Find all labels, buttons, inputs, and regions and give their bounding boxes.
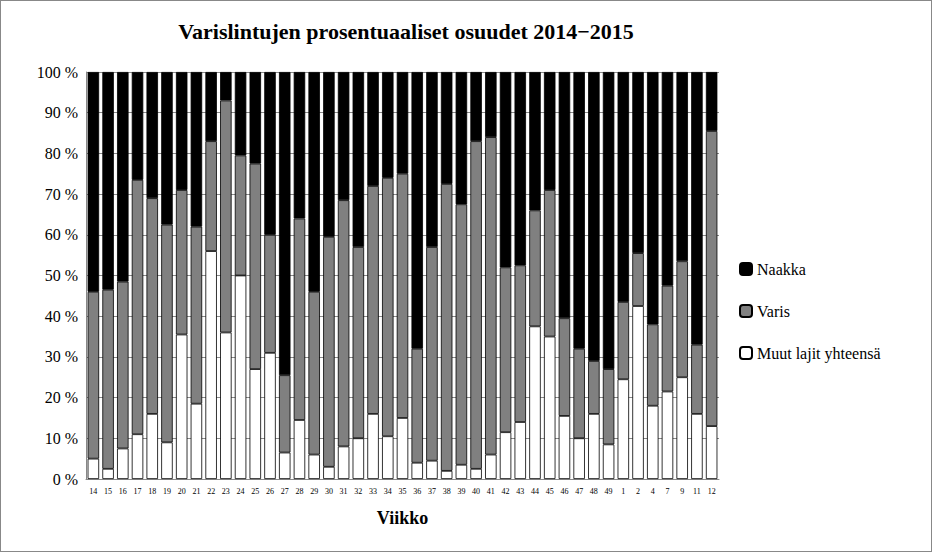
- svg-text:25: 25: [251, 487, 259, 496]
- svg-text:Naakka: Naakka: [757, 261, 806, 278]
- svg-text:49: 49: [605, 487, 613, 496]
- svg-text:80 %: 80 %: [45, 145, 78, 162]
- svg-text:32: 32: [354, 487, 362, 496]
- svg-text:12: 12: [708, 487, 716, 496]
- svg-text:27: 27: [281, 487, 289, 496]
- svg-text:9: 9: [680, 487, 684, 496]
- svg-text:14: 14: [89, 487, 97, 496]
- svg-text:Varis: Varis: [757, 303, 790, 320]
- svg-text:70 %: 70 %: [45, 186, 78, 203]
- svg-text:42: 42: [502, 487, 510, 496]
- svg-text:100 %: 100 %: [37, 64, 78, 81]
- svg-text:18: 18: [148, 487, 156, 496]
- svg-text:10 %: 10 %: [45, 430, 78, 447]
- svg-text:60 %: 60 %: [45, 226, 78, 243]
- svg-text:7: 7: [665, 487, 669, 496]
- svg-text:33: 33: [369, 487, 377, 496]
- svg-text:29: 29: [310, 487, 318, 496]
- svg-text:20: 20: [178, 487, 186, 496]
- svg-text:36: 36: [413, 487, 421, 496]
- svg-text:Viikko: Viikko: [377, 508, 428, 528]
- svg-text:Varislintujen prosentuaaliset: Varislintujen prosentuaaliset osuudet 20…: [178, 19, 634, 44]
- svg-text:34: 34: [384, 487, 392, 496]
- svg-text:2: 2: [636, 487, 640, 496]
- svg-text:35: 35: [399, 487, 407, 496]
- svg-text:11: 11: [693, 487, 701, 496]
- svg-text:41: 41: [487, 487, 495, 496]
- svg-text:20 %: 20 %: [45, 389, 78, 406]
- svg-text:0 %: 0 %: [53, 471, 78, 488]
- svg-text:1: 1: [621, 487, 625, 496]
- svg-text:48: 48: [590, 487, 598, 496]
- svg-text:4: 4: [651, 487, 655, 496]
- svg-text:19: 19: [163, 487, 171, 496]
- svg-text:26: 26: [266, 487, 274, 496]
- svg-text:37: 37: [428, 487, 436, 496]
- svg-text:Muut lajit yhteensä: Muut lajit yhteensä: [757, 345, 881, 363]
- svg-text:38: 38: [443, 487, 451, 496]
- svg-text:15: 15: [104, 487, 112, 496]
- svg-text:43: 43: [516, 487, 524, 496]
- svg-text:28: 28: [295, 487, 303, 496]
- svg-text:31: 31: [340, 487, 348, 496]
- svg-text:22: 22: [207, 487, 215, 496]
- svg-text:16: 16: [119, 487, 127, 496]
- svg-text:46: 46: [560, 487, 568, 496]
- svg-text:30: 30: [325, 487, 333, 496]
- svg-text:47: 47: [575, 487, 583, 496]
- svg-text:23: 23: [222, 487, 230, 496]
- svg-text:45: 45: [546, 487, 554, 496]
- svg-text:39: 39: [457, 487, 465, 496]
- svg-text:40 %: 40 %: [45, 308, 78, 325]
- svg-text:40: 40: [472, 487, 480, 496]
- svg-text:30 %: 30 %: [45, 348, 78, 365]
- svg-text:50 %: 50 %: [45, 267, 78, 284]
- svg-text:24: 24: [237, 487, 245, 496]
- svg-text:44: 44: [531, 487, 539, 496]
- svg-text:21: 21: [192, 487, 200, 496]
- svg-text:17: 17: [134, 487, 142, 496]
- svg-text:90 %: 90 %: [45, 104, 78, 121]
